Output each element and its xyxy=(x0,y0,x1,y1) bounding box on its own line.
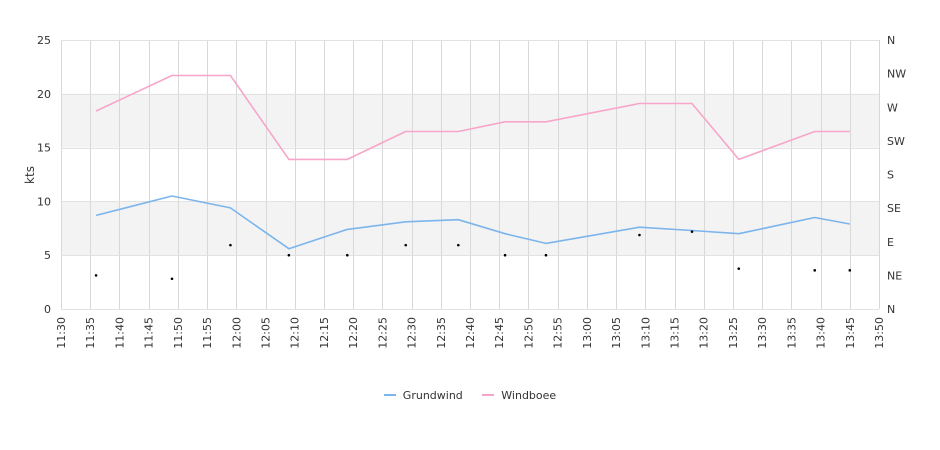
x-tick-label-0: 11:30 xyxy=(55,317,68,349)
y2-tick-label-5: SW xyxy=(887,135,905,148)
x-tick-label-2: 11:40 xyxy=(113,317,126,349)
x-tick-label-9: 12:15 xyxy=(318,317,331,349)
direction-marker-0 xyxy=(94,274,98,277)
direction-marker-13 xyxy=(848,269,852,272)
y2-tick-label-0: N xyxy=(887,303,895,316)
legend-label-grundwind: Grundwind xyxy=(402,388,463,402)
direction-marker-3 xyxy=(287,253,291,257)
y2-tick-label-4: S xyxy=(887,169,894,182)
x-tick-label-20: 13:10 xyxy=(639,317,652,349)
x-tick-label-23: 13:25 xyxy=(727,317,740,349)
direction-marker-10 xyxy=(690,230,694,233)
series-lines xyxy=(95,74,850,250)
direction-markers xyxy=(94,230,852,281)
x-tick-label-15: 12:45 xyxy=(493,317,506,349)
y2-tick-label-1: NE xyxy=(887,269,902,282)
direction-marker-2 xyxy=(229,243,232,247)
y-tick-label-0: 0 xyxy=(44,303,51,316)
x-axis: 11:30 11:35 11:40 11:45 11:50 11:55 12:00 12:05… xyxy=(55,317,886,349)
y-axis-title: kts xyxy=(23,166,37,184)
direction-marker-4 xyxy=(346,253,349,257)
grid-lines xyxy=(61,40,880,310)
y-tick-label-5: 25 xyxy=(37,34,51,47)
y-tick-label-2: 10 xyxy=(37,195,51,208)
y2-tick-label-7: NW xyxy=(887,68,906,81)
direction-marker-12 xyxy=(813,269,817,272)
x-tick-label-22: 13:20 xyxy=(698,317,711,349)
direction-marker-7 xyxy=(503,253,507,257)
x-tick-label-21: 13:15 xyxy=(669,317,682,349)
y-axis-right: N NE E SE S SW W NW N xyxy=(887,34,906,316)
x-tick-label-6: 12:00 xyxy=(230,317,243,349)
x-tick-label-11: 12:25 xyxy=(376,317,389,349)
y-tick-label-1: 5 xyxy=(44,249,51,262)
x-tick-label-28: 13:50 xyxy=(873,317,886,349)
x-tick-label-1: 11:35 xyxy=(84,317,97,349)
x-tick-label-27: 13:45 xyxy=(844,317,857,349)
y2-tick-label-8: N xyxy=(887,34,895,47)
x-tick-label-17: 12:55 xyxy=(552,317,565,349)
direction-marker-1 xyxy=(170,277,174,281)
x-tick-label-14: 12:40 xyxy=(464,317,477,349)
x-tick-label-8: 12:10 xyxy=(289,317,302,349)
legend-swatch-windboee xyxy=(482,394,495,396)
y2-tick-label-6: W xyxy=(887,101,898,114)
x-tick-label-24: 13:30 xyxy=(756,317,769,349)
y-tick-label-3: 15 xyxy=(37,142,51,155)
x-tick-label-19: 13:05 xyxy=(610,317,623,349)
x-tick-label-18: 13:00 xyxy=(581,317,594,349)
x-tick-label-7: 12:05 xyxy=(260,317,273,349)
legend-item-windboee[interactable]: Windboee xyxy=(482,389,556,402)
legend-swatch-grundwind xyxy=(383,394,396,396)
direction-marker-8 xyxy=(544,253,548,257)
x-tick-label-13: 12:35 xyxy=(435,317,448,349)
legend-label-windboee: Windboee xyxy=(501,388,557,402)
x-tick-label-16: 12:50 xyxy=(522,317,535,349)
x-tick-label-12: 12:30 xyxy=(406,317,419,349)
y-axis-left: 0 5 10 15 20 25 xyxy=(37,34,51,316)
series-line-windboee xyxy=(95,74,850,161)
legend-item-grundwind[interactable]: Grundwind xyxy=(383,388,463,402)
x-tick-label-5: 11:55 xyxy=(201,317,214,349)
x-tick-label-26: 13:40 xyxy=(815,317,828,349)
y2-tick-label-3: SE xyxy=(887,202,901,215)
direction-marker-5 xyxy=(404,243,408,247)
direction-marker-6 xyxy=(457,243,460,247)
y-tick-label-4: 20 xyxy=(37,88,51,101)
x-tick-label-3: 11:45 xyxy=(143,317,156,349)
direction-marker-9 xyxy=(638,233,641,237)
y2-tick-label-2: E xyxy=(887,236,894,249)
legend: Grundwind Windboee xyxy=(0,386,940,402)
series-line-grundwind xyxy=(95,195,850,250)
x-tick-label-4: 11:50 xyxy=(172,317,185,349)
direction-marker-11 xyxy=(737,267,741,270)
x-tick-label-10: 12:20 xyxy=(347,317,360,349)
x-tick-label-25: 13:35 xyxy=(785,317,798,349)
